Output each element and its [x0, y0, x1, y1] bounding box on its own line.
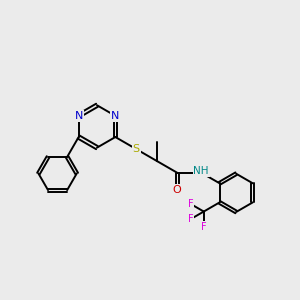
Text: O: O	[173, 185, 182, 195]
Text: N: N	[111, 111, 119, 121]
Text: F: F	[201, 222, 207, 232]
Text: S: S	[133, 144, 140, 154]
Text: NH: NH	[194, 166, 209, 176]
Text: F: F	[188, 214, 193, 224]
Text: F: F	[188, 199, 193, 209]
Text: N: N	[74, 111, 83, 121]
